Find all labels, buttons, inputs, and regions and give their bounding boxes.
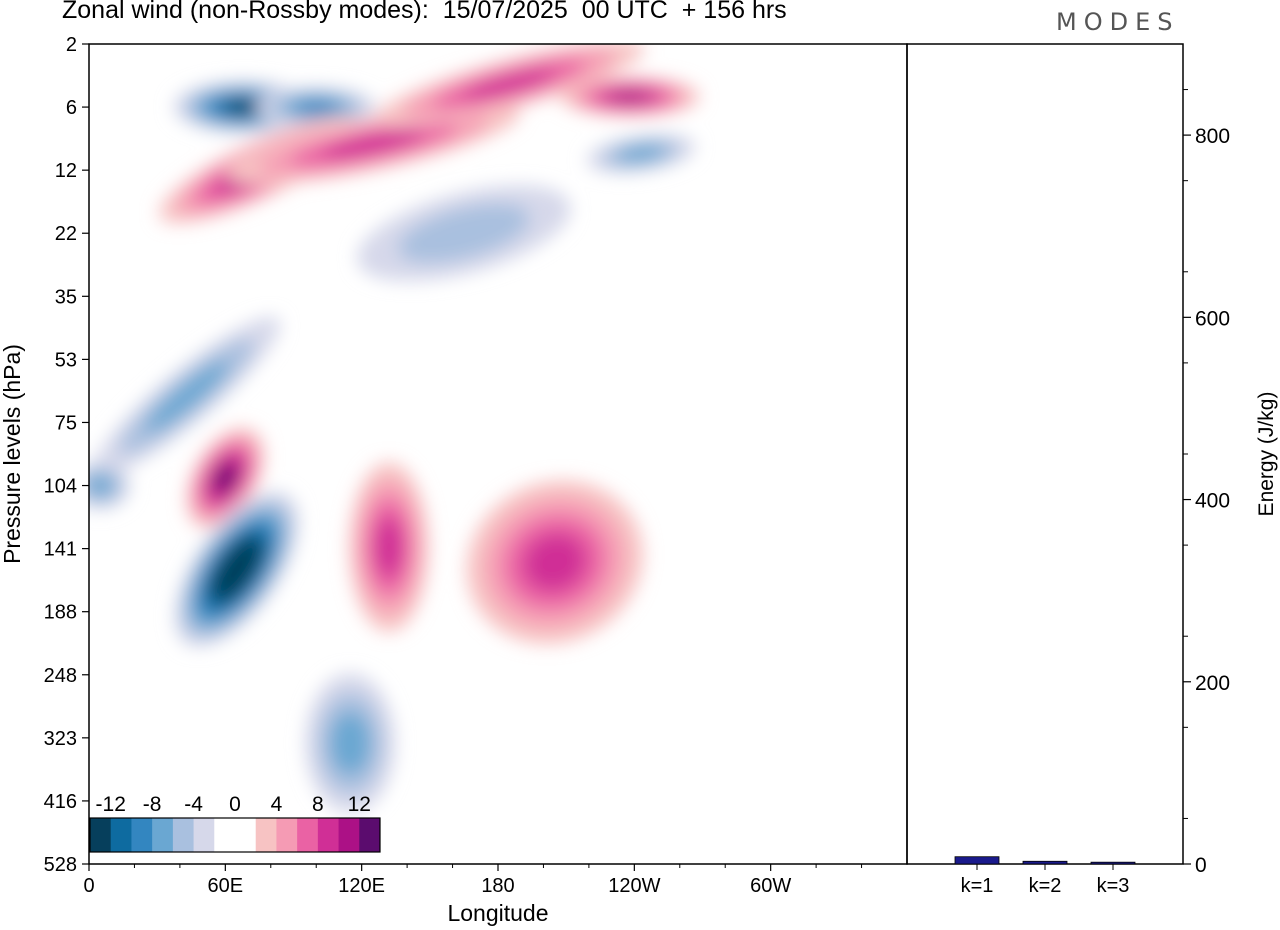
x-tick-label: 120E [338, 875, 385, 897]
y-tick-label: 2 [66, 34, 77, 56]
wind-anomaly-contour [226, 100, 261, 114]
energy-tick-label: 800 [1195, 125, 1230, 148]
wind-anomaly-contour [462, 68, 557, 99]
wind-anomaly-contour [616, 144, 666, 163]
y-tick-label: 104 [44, 476, 77, 498]
modes-logo: MODES [1056, 8, 1180, 36]
wind-anomaly-contour [398, 203, 530, 263]
colorbar-swatch [359, 818, 381, 852]
colorbar-swatch [317, 818, 340, 852]
y-tick-label: 416 [44, 791, 77, 813]
colorbar-swatch [172, 818, 195, 852]
colorbar-label: -4 [184, 793, 203, 816]
y-tick-label: 12 [55, 160, 77, 182]
wind-anomaly-contour [225, 554, 249, 584]
category-label: k=2 [1029, 875, 1062, 897]
wind-anomaly-contour [145, 361, 229, 432]
energy-bar [1090, 861, 1136, 865]
wind-anomaly-contour [89, 474, 114, 497]
y-tick-label: 35 [55, 286, 77, 308]
colorbar-label: 12 [348, 793, 371, 816]
colorbar-swatch [235, 818, 257, 852]
x-tick-label: 120W [608, 875, 660, 897]
colorbar: -12 -8 -4 0 4 8 12 [89, 793, 381, 853]
y-axis-label: Pressure levels (hPa) [0, 344, 25, 564]
y-tick-label: 188 [44, 602, 77, 624]
y-tick-label: 75 [55, 412, 77, 434]
energy-tick-label: 400 [1195, 490, 1230, 513]
category-label: k=3 [1097, 875, 1130, 897]
chart-title: Zonal wind (non-Rossby modes): 15/07/202… [62, 0, 787, 24]
colorbar-swatch [297, 818, 319, 852]
wind-anomaly-contour [524, 533, 586, 591]
x-tick-label: 180 [481, 875, 514, 897]
colorbar-swatch [90, 818, 112, 852]
y-tick-label: 22 [55, 223, 77, 245]
energy-tick-label: 200 [1195, 672, 1230, 695]
y-tick-label: 53 [55, 349, 77, 371]
y-tick-label: 323 [44, 728, 77, 750]
colorbar-swatch [110, 818, 132, 852]
x-tick-label: 0 [83, 875, 94, 897]
energy-bar [954, 856, 1000, 865]
wind-anomaly-contour [295, 100, 338, 115]
colorbar-swatch [193, 818, 215, 852]
energy-tick-label: 600 [1195, 307, 1230, 330]
x-tick-label: 60W [750, 875, 791, 897]
colorbar-swatch [276, 818, 298, 852]
colorbar-label: 0 [229, 793, 241, 816]
wind-anomaly-contour [215, 465, 235, 491]
wind-anomaly-contour [330, 712, 371, 775]
colorbar-frame [89, 817, 381, 853]
energy-bar [1022, 860, 1068, 865]
y-tick-label: 141 [44, 539, 77, 561]
colorbar-swatch [255, 818, 277, 852]
energy-axis-label: Energy (J/kg) [1255, 392, 1278, 517]
colorbar-swatch [152, 818, 174, 852]
y-tick-label: 528 [44, 854, 77, 876]
colorbar-swatch [131, 818, 153, 852]
wind-anomaly-contour [375, 517, 403, 577]
energy-bar-chart: 0 200 400 600 800 Energy (J/kg) k=1 k=2 k=3 [954, 89, 1278, 897]
x-tick-label: 60E [208, 875, 244, 897]
wind-anomaly-contour [609, 90, 650, 103]
colorbar-label: -8 [143, 793, 162, 816]
colorbar-label: -12 [96, 793, 126, 816]
x-axis-label: Longitude [447, 900, 548, 926]
y-tick-label: 248 [44, 665, 77, 687]
colorbar-swatch [214, 818, 236, 852]
category-label: k=1 [961, 875, 994, 897]
colorbar-label: 4 [271, 793, 283, 816]
y-tick-label: 6 [66, 97, 77, 119]
colorbar-label: 8 [312, 793, 324, 816]
wind-anomaly-contour [321, 129, 425, 158]
bar-frame [906, 43, 1184, 865]
colorbar-swatch [338, 818, 360, 852]
energy-tick-label: 0 [1195, 854, 1207, 877]
heatmap-area [89, 44, 700, 814]
